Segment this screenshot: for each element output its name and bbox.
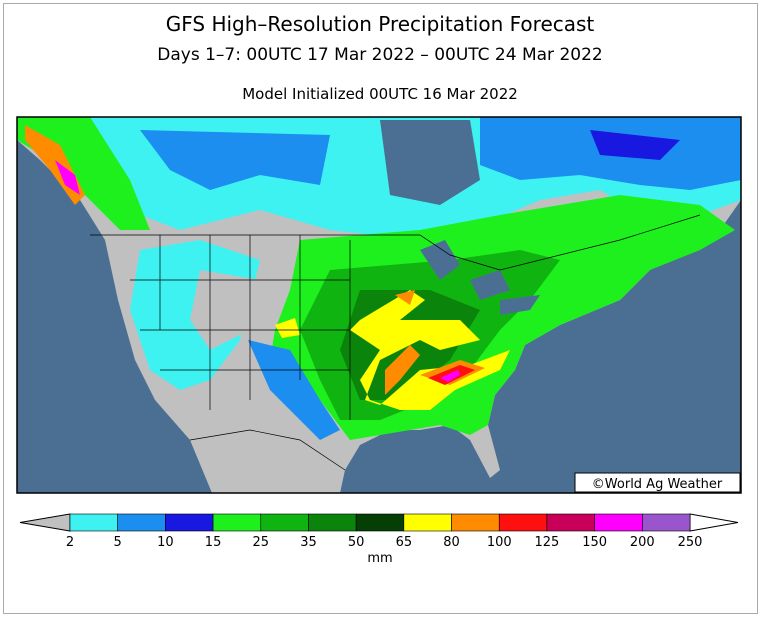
legend-label: 200 bbox=[630, 535, 655, 550]
color-box bbox=[498, 513, 548, 532]
legend-label: 10 bbox=[157, 535, 174, 550]
color-box bbox=[260, 513, 309, 532]
hudson-bay bbox=[380, 120, 480, 205]
legend-label: 100 bbox=[487, 535, 512, 550]
texas-moderate bbox=[248, 340, 340, 440]
east-150 bbox=[440, 370, 460, 382]
legend-label: 15 bbox=[205, 535, 222, 550]
legend-unit: mm bbox=[367, 551, 392, 566]
canada-heavy bbox=[590, 130, 680, 160]
color-box bbox=[165, 513, 214, 532]
color-box bbox=[355, 513, 405, 532]
great-lakes bbox=[420, 240, 540, 315]
credit: ©World Ag Weather bbox=[592, 477, 723, 492]
color-box bbox=[212, 513, 262, 532]
east-65 bbox=[350, 290, 510, 410]
legend-label: 2 bbox=[66, 535, 74, 550]
color-box bbox=[594, 513, 643, 532]
legend-label: 50 bbox=[348, 535, 365, 550]
legend: 2 5 10 15 25 35 50 65 80 100 125 150 200 250 bbox=[19, 513, 739, 550]
init-time: Model Initialized 00UTC 16 Mar 2022 bbox=[242, 85, 518, 103]
legend-label: 250 bbox=[678, 535, 703, 550]
color-box bbox=[308, 513, 357, 532]
legend-label: 65 bbox=[396, 535, 413, 550]
subtitle: Days 1–7: 00UTC 17 Mar 2022 – 00UTC 24 M… bbox=[157, 45, 602, 65]
title: GFS High–Resolution Precipitation Foreca… bbox=[166, 12, 595, 36]
borders bbox=[90, 214, 701, 471]
color-box bbox=[451, 513, 500, 532]
legend-label: 5 bbox=[114, 535, 122, 550]
credit-box bbox=[574, 472, 741, 493]
legend-label: 125 bbox=[535, 535, 560, 550]
color-box bbox=[117, 513, 166, 532]
color-box bbox=[642, 513, 691, 532]
plains-65 bbox=[275, 318, 300, 338]
map: ©World Ag Weather bbox=[16, 116, 742, 494]
color-box bbox=[403, 513, 452, 532]
map-border bbox=[16, 116, 742, 494]
legend-label: 150 bbox=[582, 535, 607, 550]
canada-moderate bbox=[140, 117, 741, 190]
color-box bbox=[546, 513, 595, 532]
coast-max bbox=[55, 160, 80, 195]
legend-label: 80 bbox=[443, 535, 460, 550]
legend-label: 35 bbox=[300, 535, 317, 550]
legend-label: 25 bbox=[252, 535, 269, 550]
color-box bbox=[69, 513, 118, 532]
